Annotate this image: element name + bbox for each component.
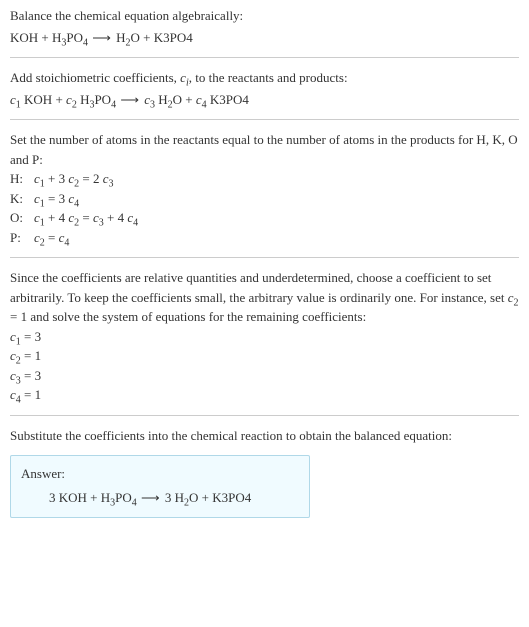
- atom-label: H:: [10, 169, 34, 189]
- atom-eq: c1 + 4 c2 = c3 + 4 c4: [34, 208, 138, 228]
- answer-intro: Substitute the coefficients into the che…: [10, 426, 519, 446]
- stoich-equation: c1 KOH + c2 H3PO4 ⟶ c3 H2O + c4 K3PO4: [10, 90, 519, 110]
- section-stoichiometric: Add stoichiometric coefficients, ci, to …: [10, 68, 519, 120]
- atom-row-k: K: c1 = 3 c4: [10, 189, 519, 209]
- section-problem: Balance the chemical equation algebraica…: [10, 6, 519, 58]
- coef-c1: c1 = 3: [10, 327, 519, 347]
- stoich-intro: Add stoichiometric coefficients, ci, to …: [10, 68, 519, 88]
- atom-eq: c2 = c4: [34, 228, 69, 248]
- problem-intro: Balance the chemical equation algebraica…: [10, 6, 519, 26]
- atom-label: K:: [10, 189, 34, 209]
- atom-label: P:: [10, 228, 34, 248]
- atom-eq: c1 + 3 c2 = 2 c3: [34, 169, 114, 189]
- atom-row-h: H: c1 + 3 c2 = 2 c3: [10, 169, 519, 189]
- eq-lhs: KOH + H3PO4: [10, 30, 88, 45]
- atom-eq: c1 = 3 c4: [34, 189, 79, 209]
- coef-c4: c4 = 1: [10, 385, 519, 405]
- solve-intro: Since the coefficients are relative quan…: [10, 268, 519, 327]
- answer-box: Answer: 3 KOH + H3PO4 ⟶ 3 H2O + K3PO4: [10, 455, 310, 518]
- coef-c2: c2 = 1: [10, 346, 519, 366]
- arrow-icon: ⟶: [88, 30, 116, 45]
- section-atoms: Set the number of atoms in the reactants…: [10, 130, 519, 258]
- section-answer: Substitute the coefficients into the che…: [10, 426, 519, 450]
- answer-label: Answer:: [21, 464, 299, 484]
- unbalanced-equation: KOH + H3PO4 ⟶ H2O + K3PO4: [10, 28, 519, 48]
- coef-c3: c3 = 3: [10, 366, 519, 386]
- atoms-intro: Set the number of atoms in the reactants…: [10, 130, 519, 169]
- atom-row-p: P: c2 = c4: [10, 228, 519, 248]
- atom-row-o: O: c1 + 4 c2 = c3 + 4 c4: [10, 208, 519, 228]
- section-solve: Since the coefficients are relative quan…: [10, 268, 519, 416]
- eq-rhs: H2O + K3PO4: [116, 30, 193, 45]
- arrow-icon: ⟶: [116, 92, 144, 107]
- atom-label: O:: [10, 208, 34, 228]
- arrow-icon: ⟶: [137, 490, 165, 505]
- balanced-equation: 3 KOH + H3PO4 ⟶ 3 H2O + K3PO4: [21, 488, 299, 508]
